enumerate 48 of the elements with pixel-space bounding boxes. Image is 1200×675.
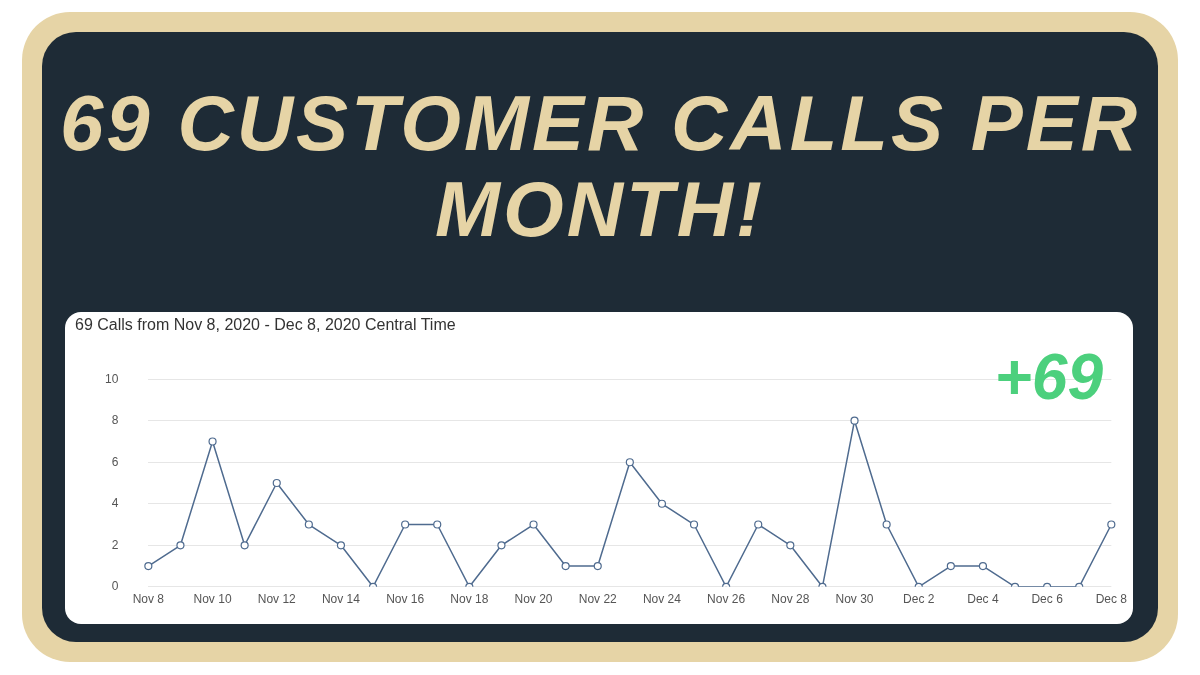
chart-subtitle: 69 Calls from Nov 8, 2020 - Dec 8, 2020 Central Time	[75, 316, 456, 334]
y-tick-label: 2	[111, 537, 119, 552]
x-tick-label: Nov 20	[514, 592, 553, 607]
y-tick-label: 0	[111, 579, 119, 594]
x-tick-label: Nov 26	[707, 592, 746, 607]
point	[593, 561, 602, 571]
point	[336, 541, 346, 550]
point	[657, 499, 667, 508]
point	[208, 437, 217, 446]
point	[401, 520, 410, 529]
x-tick-label: Nov 10	[193, 592, 232, 607]
point	[850, 416, 859, 425]
annotation: +69	[994, 340, 1103, 414]
x-tick-label: Nov 14	[321, 592, 361, 607]
x-tick-label: Nov 18	[450, 592, 489, 607]
point	[882, 520, 891, 529]
chart-title: 69 CUSTOMER CALLS PER MONTH!	[58, 79, 1141, 253]
point	[144, 561, 153, 571]
x-tick-label: Nov 24	[642, 592, 682, 607]
x-tick-label: Dec 6	[1031, 592, 1064, 607]
point	[978, 561, 988, 571]
y-tick-label: 6	[111, 454, 119, 469]
point	[497, 541, 506, 550]
x-tick-label: Nov 30	[835, 592, 874, 607]
point	[529, 520, 538, 529]
x-tick-label: Nov 12	[257, 592, 297, 607]
x-tick-label: Nov 16	[386, 592, 425, 607]
x-tick-label: Nov 8	[132, 592, 165, 607]
point	[754, 520, 763, 529]
x-tick-label: Nov 28	[771, 592, 810, 607]
y-tick-label: 4	[111, 496, 119, 511]
point	[786, 541, 795, 550]
point	[304, 520, 313, 529]
x-tick-label: Dec 4	[967, 592, 999, 607]
point	[625, 458, 634, 467]
point	[176, 541, 185, 550]
y-tick-label: 8	[111, 413, 119, 428]
point	[240, 541, 249, 550]
point	[689, 520, 699, 529]
x-tick-label: Dec 8	[1095, 592, 1128, 607]
point	[561, 561, 570, 571]
y-tick-label: 10	[104, 371, 119, 386]
x-tick-label: Dec 2	[903, 592, 935, 607]
point	[1107, 520, 1116, 529]
point	[946, 561, 955, 571]
point	[433, 520, 442, 529]
x-tick-label: Nov 22	[578, 592, 618, 607]
point	[272, 478, 281, 488]
